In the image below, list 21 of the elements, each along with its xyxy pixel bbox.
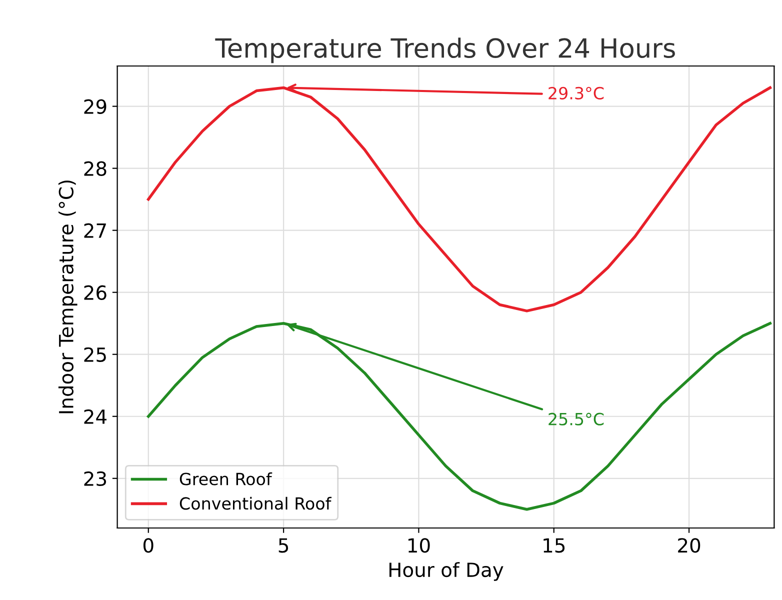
annotation: 25.5°C [548,412,604,426]
legend-label: Conventional Roof [180,496,332,510]
line-series [146,86,772,312]
annotation: 29.3°C [548,86,604,100]
y-tick-label: 23 [84,471,106,486]
y-tick-label: 26 [84,285,106,300]
chart-title: Temperature Trends Over 24 Hours [215,38,675,64]
y-tick-label: 24 [84,409,106,424]
x-tick-label: 5 [278,538,288,553]
legend-label: Green Roof [180,472,272,486]
x-tick-label: 0 [143,538,154,553]
y-tick-label: 25 [84,347,106,362]
y-tick-label: 29 [84,99,106,114]
y-tick-label: 28 [84,161,106,176]
y-axis-title: Indoor Temperature (°C) [58,180,78,414]
y-tick-label: 27 [84,223,106,238]
x-tick-label: 10 [408,538,430,553]
line-series [146,322,772,511]
x-axis-title: Hour of Day [389,562,504,581]
x-tick-label: 15 [544,538,565,553]
x-tick-label: 20 [678,538,700,553]
